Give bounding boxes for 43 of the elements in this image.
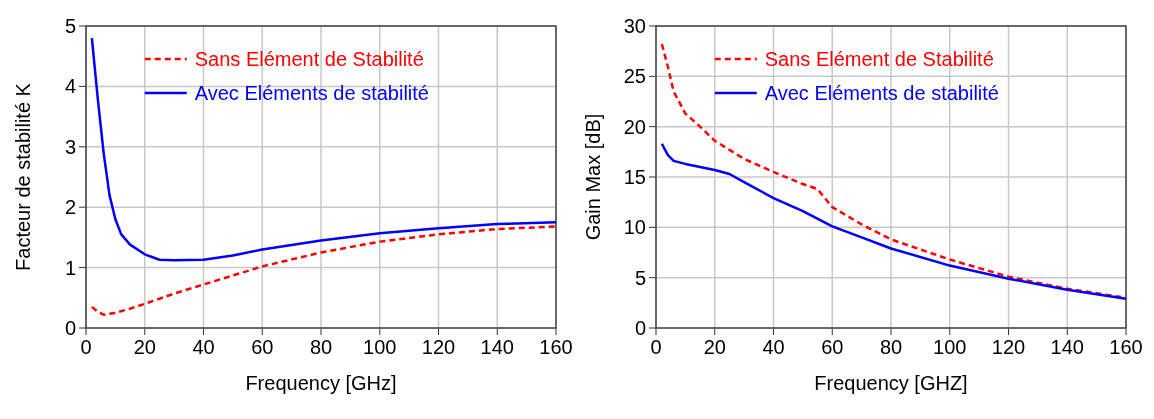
x-tick-label: 160 (539, 336, 573, 358)
x-tick-label: 20 (133, 336, 156, 358)
x-tick-label: 140 (1050, 336, 1084, 358)
legend-label: Sans Elément de Stabilité (764, 48, 994, 70)
x-tick-label: 100 (933, 336, 967, 358)
line-series (660, 142, 1128, 301)
x-axis-title: Frequency [GHz] (245, 372, 397, 394)
y-tick-label: 10 (623, 216, 646, 239)
line-series (660, 42, 1128, 300)
x-tick-label: 40 (762, 336, 785, 358)
x-tick-label: 0 (80, 336, 92, 358)
legend-label: Avec Eléments de stabilité (194, 82, 429, 104)
y-tick-label: 15 (623, 166, 646, 188)
line-series (90, 36, 558, 262)
x-tick-label: 120 (991, 336, 1026, 358)
x-tick-label: 80 (879, 336, 903, 358)
y-tick-label: 0 (634, 317, 646, 339)
y-tick-label: 5 (64, 15, 76, 37)
legend-label: Avec Eléments de stabilité (764, 82, 999, 104)
y-tick-label: 0 (64, 317, 76, 339)
y-tick-label: 1 (64, 256, 76, 279)
legend-label: Sans Elément de Stabilité (194, 48, 424, 70)
y-axis-title: Facteur de stabilité K (12, 82, 34, 271)
y-tick-label: 20 (623, 115, 646, 138)
y-axis-title: Gain Max [dB] (582, 113, 604, 241)
y-tick-label: 3 (64, 135, 76, 158)
y-tick-label: 25 (623, 65, 646, 88)
x-tick-label: 100 (363, 336, 397, 358)
y-tick-label: 5 (634, 266, 646, 289)
x-tick-label: 120 (421, 336, 456, 358)
y-tick-label: 30 (623, 15, 646, 37)
x-tick-label: 60 (251, 336, 274, 358)
x-tick-label: 160 (1109, 336, 1143, 358)
line-series (90, 225, 558, 316)
x-tick-label: 60 (821, 336, 844, 358)
x-axis-title: Frequency [GHZ] (814, 372, 968, 394)
x-tick-label: 0 (650, 336, 662, 358)
x-tick-label: 80 (309, 336, 333, 358)
y-tick-label: 2 (64, 196, 76, 219)
x-tick-label: 20 (703, 336, 726, 358)
x-tick-label: 140 (480, 336, 514, 358)
y-tick-label: 4 (64, 75, 76, 98)
x-tick-label: 40 (192, 336, 215, 358)
